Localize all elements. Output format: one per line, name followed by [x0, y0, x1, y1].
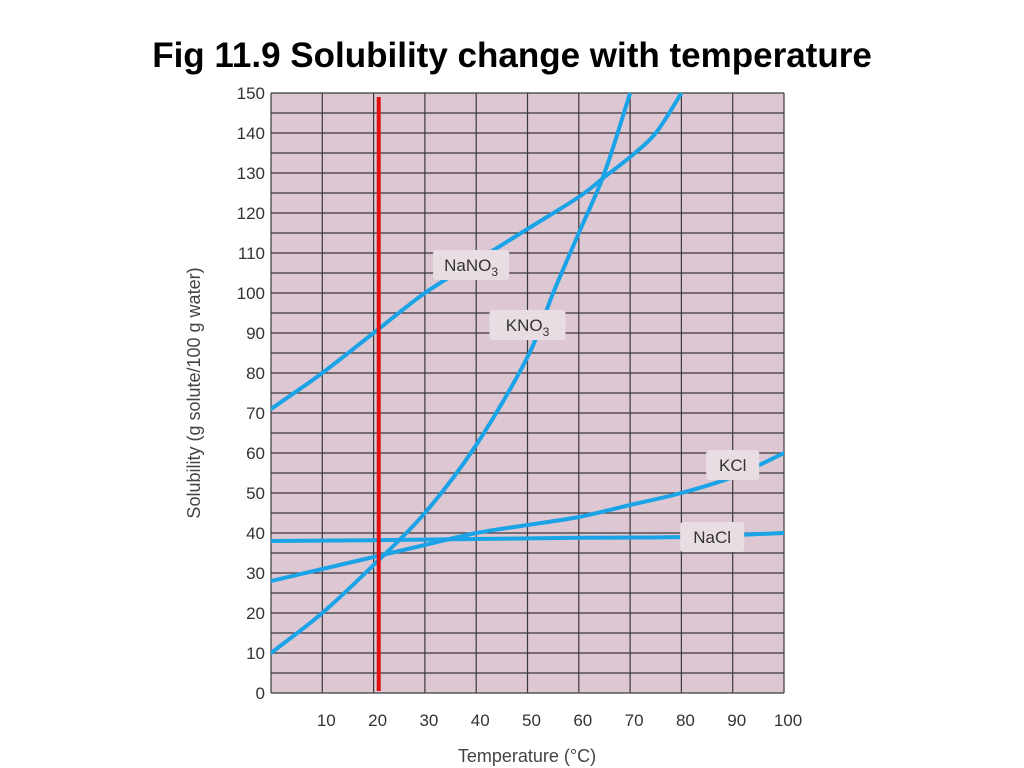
- x-tick-label: 100: [774, 711, 802, 730]
- x-tick-label: 60: [573, 711, 592, 730]
- y-tick-label: 130: [237, 164, 265, 183]
- series-label-kcl: KCl: [719, 456, 746, 475]
- x-tick-label: 40: [471, 711, 490, 730]
- x-tick-label: 50: [522, 711, 541, 730]
- y-tick-label: 60: [246, 444, 265, 463]
- grid-lines: [270, 92, 785, 694]
- y-axis-label: Solubility (g solute/100 g water): [184, 267, 204, 518]
- y-tick-label: 30: [246, 564, 265, 583]
- x-tick-label: 90: [727, 711, 746, 730]
- x-tick-label: 10: [317, 711, 336, 730]
- series-label-box-kno3: [489, 310, 566, 340]
- series-line-kcl: [271, 451, 784, 583]
- y-tick-label: 120: [237, 204, 265, 223]
- series-line-kno3: [271, 93, 633, 655]
- y-tick-label: 110: [238, 244, 265, 263]
- y-tick-label: 100: [237, 284, 265, 303]
- y-tick-label: 70: [246, 404, 265, 423]
- series-label-box-kcl: [706, 450, 760, 480]
- x-tick-label: 80: [676, 711, 695, 730]
- x-axis-ticks: 10 20 30 40 50 60 70 80 90 100: [317, 711, 802, 730]
- x-tick-label: 20: [368, 711, 387, 730]
- x-axis-label: Temperature (°C): [458, 746, 596, 766]
- y-tick-label: 20: [246, 604, 265, 623]
- y-tick-label: 0: [256, 684, 265, 703]
- y-axis-ticks: 0 10 20 30 40 50 60 70 80 90 100 110 120 130 140 150: [237, 84, 265, 703]
- y-tick-label: 80: [246, 364, 265, 383]
- series-label-box-nano3: [433, 250, 510, 280]
- y-tick-label: 40: [246, 524, 265, 543]
- series-label-kno3: KNO3: [506, 316, 550, 339]
- series-label-box-nacl: [680, 522, 745, 552]
- series-labels: NaNO3 KNO3 KCl NaCl: [433, 250, 760, 552]
- y-tick-label: 50: [246, 484, 265, 503]
- series-label-nano3: NaNO3: [444, 256, 498, 279]
- y-tick-label: 90: [246, 324, 265, 343]
- series-label-nacl: NaCl: [693, 528, 731, 547]
- chart-title: Fig 11.9 Solubility change with temperat…: [152, 36, 872, 75]
- y-tick-label: 150: [237, 84, 265, 103]
- x-tick-label: 30: [419, 711, 438, 730]
- series-line-nano3: [271, 93, 684, 411]
- y-tick-label: 140: [237, 124, 265, 143]
- y-tick-label: 10: [246, 644, 265, 663]
- x-tick-label: 70: [625, 711, 644, 730]
